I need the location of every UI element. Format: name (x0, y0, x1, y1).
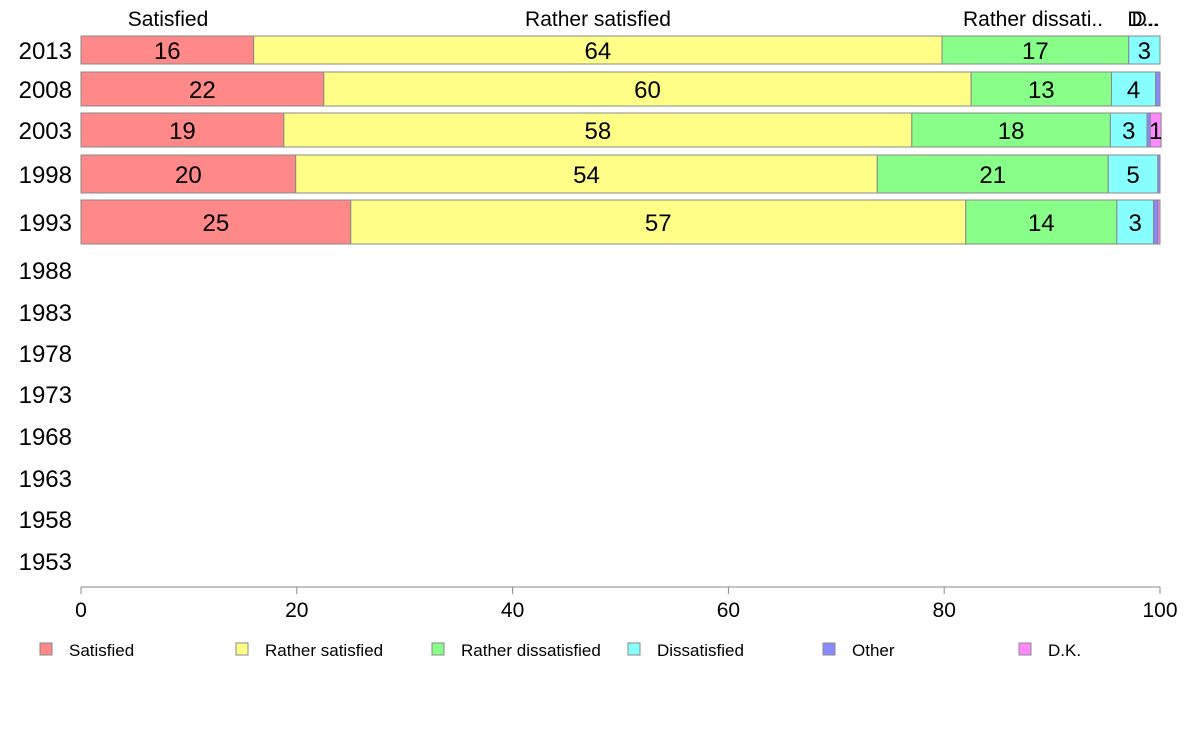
top-label-0: Satisfied (128, 8, 209, 31)
data-label-2003-3: 3 (1122, 118, 1135, 145)
legend-swatch-0 (39, 642, 53, 656)
bar-2003-rather-dissatisfied (911, 112, 1111, 148)
bar-1998-other (1157, 154, 1161, 194)
legend-swatch-2 (431, 642, 445, 656)
bar-2013-dissatisfied (1128, 35, 1161, 65)
data-label-2003-1: 58 (584, 118, 611, 145)
x-tick-label-60: 60 (717, 599, 740, 622)
y-label-2013: 2013 (19, 38, 72, 65)
y-label-1998: 1998 (19, 162, 72, 189)
data-label-1998-3: 5 (1126, 162, 1139, 189)
data-label-2003-2: 18 (998, 118, 1025, 145)
bar-1993-dissatisfied (1116, 199, 1155, 245)
bar-1998-dissatisfied (1107, 154, 1159, 194)
bar-2003-dissatisfied (1109, 112, 1148, 148)
y-label-1958: 1958 (19, 507, 72, 534)
bar-2003-d-k- (1149, 112, 1162, 148)
legend-label-4: Other (852, 641, 895, 660)
x-tick-label-0: 0 (75, 599, 87, 622)
bar-2008-rather-satisfied (323, 71, 972, 107)
data-label-1993-3: 3 (1129, 210, 1142, 237)
data-label-2013-1: 64 (584, 38, 611, 65)
data-label-1998-1: 54 (573, 162, 600, 189)
bar-1998-rather-dissatisfied (876, 154, 1109, 194)
legend-swatch-5 (1018, 642, 1032, 656)
bar-2003-rather-satisfied (283, 112, 913, 148)
x-tick-label-100: 100 (1142, 599, 1177, 622)
legend-swatch-4 (822, 642, 836, 656)
bar-1998-satisfied (80, 154, 297, 194)
x-tick-label-40: 40 (501, 599, 524, 622)
y-label-1993: 1993 (19, 210, 72, 237)
bar-2008-rather-dissatisfied (970, 71, 1112, 107)
top-label-1: Rather satisfied (525, 8, 671, 31)
legend: Satisfied Rather satisfied Rather dissatis… (39, 641, 1081, 660)
data-label-2008-3: 4 (1127, 77, 1140, 104)
y-label-2003: 2003 (19, 118, 72, 145)
bar-1993-rather-dissatisfied (965, 199, 1118, 245)
y-axis-labels: 2013 2008 2003 1998 1993 1988 1983 1978 1973 1968… (19, 38, 72, 576)
data-label-2008-1: 60 (634, 77, 661, 104)
top-label-4: D... (1127, 8, 1160, 31)
legend-label-1: Rather satisfied (265, 641, 383, 660)
data-label-1993-1: 57 (645, 210, 672, 237)
bar-2008-dissatisfied (1110, 71, 1157, 107)
bars: 16 64 17 322 60 13 419 58 18 3 120 54 21 525 57 14 3 (80, 35, 1162, 245)
data-label-1993-2: 14 (1028, 210, 1055, 237)
data-label-2013-2: 17 (1022, 38, 1049, 65)
bar-2013-rather-satisfied (253, 35, 943, 65)
legend-swatch-3 (627, 642, 641, 656)
y-label-1963: 1963 (19, 466, 72, 493)
top-label-3: D.. (1132, 8, 1159, 31)
bar-1993-d-k- (1157, 199, 1161, 245)
data-label-1993-0: 25 (203, 210, 230, 237)
bar-1993-other (1153, 199, 1159, 245)
legend-label-5: D.K. (1048, 641, 1081, 660)
legend-label-3: Dissatisfied (657, 641, 744, 660)
data-label-1998-2: 21 (979, 162, 1006, 189)
data-label-1998-0: 20 (175, 162, 202, 189)
y-label-1953: 1953 (19, 549, 72, 576)
legend-swatch-1 (235, 642, 249, 656)
top-label-2: Rather dissati.. (963, 8, 1103, 31)
y-label-1988: 1988 (19, 258, 72, 285)
bar-2003-satisfied (80, 112, 285, 148)
data-label-2013-3: 3 (1138, 38, 1151, 65)
top-labels: Satisfied Rather satisfied Rather dissati.… (128, 8, 1160, 31)
y-label-1978: 1978 (19, 341, 72, 368)
y-label-1973: 1973 (19, 382, 72, 409)
bar-1993-satisfied (80, 199, 352, 245)
bar-2008-other (1155, 71, 1161, 107)
x-tick-label-20: 20 (285, 599, 308, 622)
y-label-1968: 1968 (19, 424, 72, 451)
data-label-2003-0: 19 (169, 118, 196, 145)
bar-2008-satisfied (80, 71, 325, 107)
legend-label-2: Rather dissatisfied (461, 641, 601, 660)
legend-label-0: Satisfied (69, 641, 134, 660)
y-label-1983: 1983 (19, 300, 72, 327)
bar-1993-rather-satisfied (350, 199, 967, 245)
data-label-2013-0: 16 (154, 38, 181, 65)
data-label-2008-2: 13 (1028, 77, 1055, 104)
x-tick-label-80: 80 (933, 599, 956, 622)
data-label-2003-5: 1 (1149, 118, 1162, 145)
y-label-2008: 2008 (19, 77, 72, 104)
data-label-2008-0: 22 (189, 77, 216, 104)
x-axis: 0 20 40 60 80 100 (75, 586, 1178, 622)
